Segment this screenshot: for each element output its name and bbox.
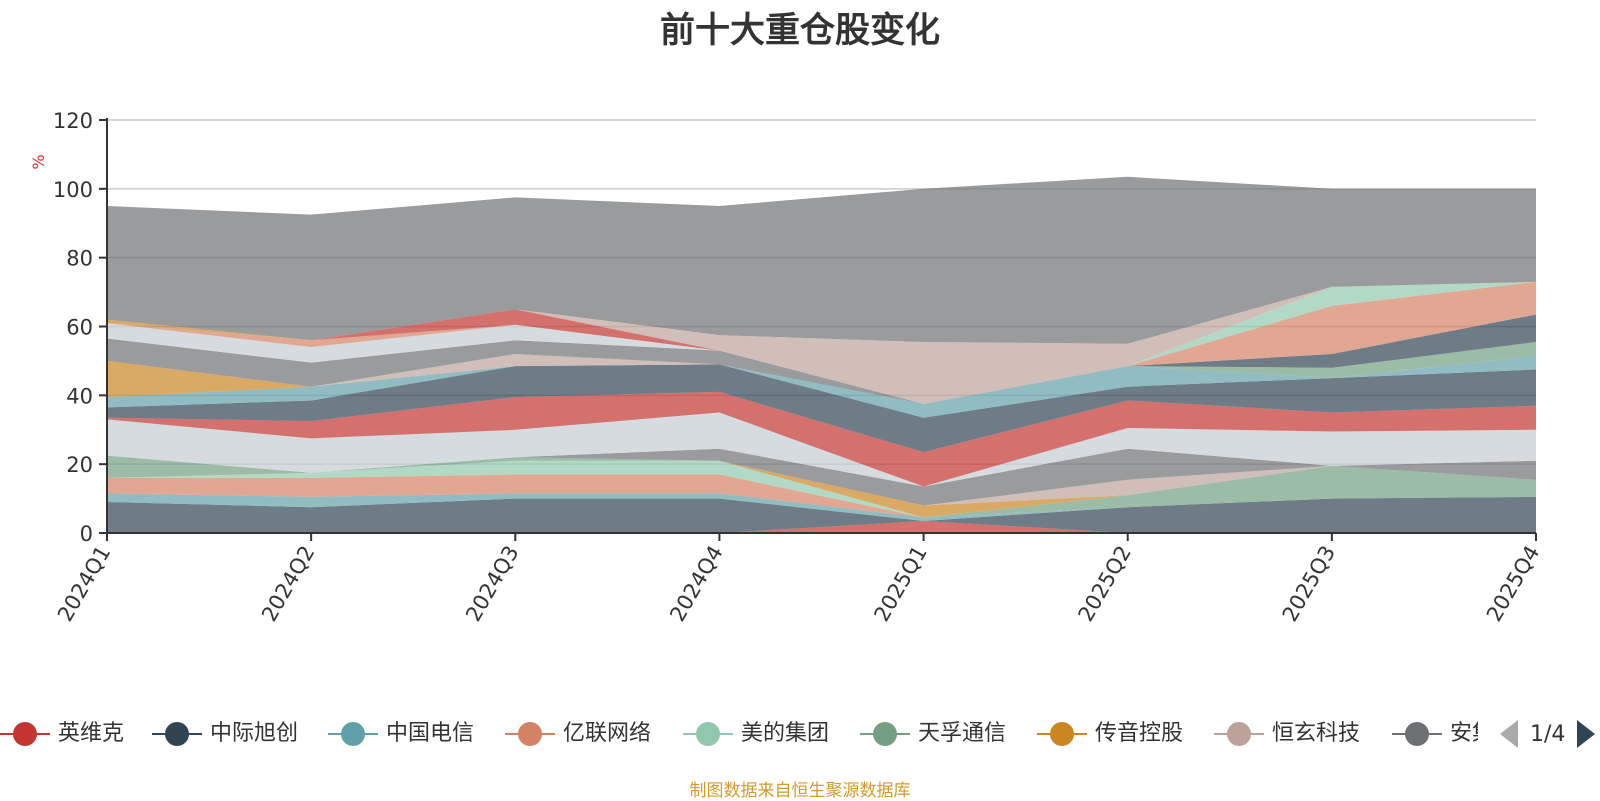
legend-label: 恒玄科技 <box>1272 721 1361 746</box>
x-tick-label-2024Q2: 2024Q2 <box>257 542 319 626</box>
x-tick-label-2025Q2: 2025Q2 <box>1074 542 1136 626</box>
legend-label: 亿联网络 <box>563 721 652 746</box>
legend: 英维克 中际旭创 中国电信 亿联网络 美的集团 天孚通信 传音控股 恒玄科技 安集 <box>0 714 1478 754</box>
legend-item-1[interactable]: 英维克 <box>0 714 124 754</box>
area-series-11[interactable] <box>107 391 1536 487</box>
area-series-16[interactable] <box>107 281 1536 404</box>
area-series-3[interactable] <box>107 493 1536 521</box>
legend-item-9[interactable]: 安集 <box>1392 714 1478 754</box>
legend-marker-icon <box>683 714 733 754</box>
y-tick-label-20: 20 <box>66 453 93 477</box>
y-tick-label-60: 60 <box>66 316 93 340</box>
x-tick-label-2025Q3: 2025Q3 <box>1278 542 1340 626</box>
data-source-note: 制图数据来自恒生聚源数据库 <box>689 781 911 801</box>
legend-marker-icon <box>152 714 202 754</box>
area-series-26[interactable] <box>107 176 1536 344</box>
legend-item-2[interactable]: 中际旭创 <box>152 714 298 754</box>
legend-marker-icon <box>1037 714 1087 754</box>
area-series-21[interactable] <box>107 281 1536 404</box>
area-series-25[interactable] <box>107 281 1536 404</box>
legend-label: 美的集团 <box>741 721 830 746</box>
legend-item-3[interactable]: 中国电信 <box>328 714 474 754</box>
y-tick-label-100: 100 <box>53 178 93 202</box>
area-series-6[interactable] <box>107 455 1536 518</box>
legend-item-7[interactable]: 传音控股 <box>1037 714 1183 754</box>
x-tick-label-2024Q4: 2024Q4 <box>665 542 727 626</box>
legend-item-4[interactable]: 亿联网络 <box>505 714 651 754</box>
legend-label: 英维克 <box>58 721 125 746</box>
legend-label: 中国电信 <box>386 721 475 746</box>
area-series-20[interactable] <box>107 281 1536 404</box>
legend-marker-icon <box>505 714 555 754</box>
area-series-17[interactable] <box>107 281 1536 404</box>
legend-label: 中际旭创 <box>210 721 299 746</box>
stacked-area-chart: 0 20 40 60 80 100 120 2024Q1 2024Q2 2024Q3 2024Q4 2… <box>29 109 1544 626</box>
y-tick-label-120: 120 <box>53 109 93 133</box>
legend-marker-icon <box>1392 714 1442 754</box>
series-areas <box>107 176 1536 533</box>
legend-label: 安集 <box>1450 721 1478 746</box>
legend-marker-icon <box>1214 714 1264 754</box>
legend-pager: 1/4 <box>1500 714 1600 754</box>
y-axis-unit-label: % <box>29 154 48 169</box>
area-series-12[interactable] <box>107 364 1536 453</box>
legend-item-6[interactable]: 天孚通信 <box>860 714 1006 754</box>
area-series-15[interactable] <box>107 314 1536 404</box>
legend-marker-icon <box>328 714 378 754</box>
x-tick-label-2024Q1: 2024Q1 <box>53 542 115 626</box>
x-tick-label-2025Q1: 2025Q1 <box>869 542 931 626</box>
legend-page-indicator: 1/4 <box>1530 721 1566 747</box>
legend-prev-icon[interactable] <box>1500 720 1518 748</box>
y-tick-label-0: 0 <box>80 522 93 546</box>
legend-marker-icon <box>860 714 910 754</box>
legend-label: 天孚通信 <box>918 721 1007 746</box>
y-tick-label-40: 40 <box>66 384 93 408</box>
area-series-2[interactable] <box>107 496 1536 533</box>
area-series-9[interactable] <box>107 448 1536 506</box>
x-tick-label-2025Q4: 2025Q4 <box>1482 542 1544 626</box>
area-series-14[interactable] <box>107 342 1536 404</box>
area-series-13[interactable] <box>107 355 1536 418</box>
chart-title: 前十大重仓股变化 <box>659 11 940 51</box>
legend-item-5[interactable]: 美的集团 <box>683 714 829 754</box>
legend-item-8[interactable]: 恒玄科技 <box>1214 714 1360 754</box>
area-series-7[interactable] <box>107 455 1536 518</box>
legend-label: 传音控股 <box>1095 721 1184 746</box>
y-tick-label-80: 80 <box>66 247 93 271</box>
x-tick-label-2024Q3: 2024Q3 <box>461 542 523 626</box>
legend-marker-icon <box>0 714 50 754</box>
legend-next-icon[interactable] <box>1577 720 1596 748</box>
